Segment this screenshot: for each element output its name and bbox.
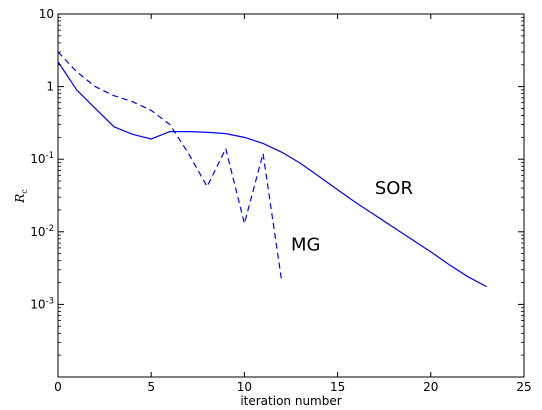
- y-axis-label-subscript: c: [20, 189, 29, 194]
- y-tick-label-3: 10-2: [30, 224, 54, 239]
- y-tick-label-1: 1: [46, 80, 54, 94]
- series-layer: [57, 51, 488, 288]
- y-axis-label-main: R: [13, 194, 27, 204]
- x-axis-label: iteration number: [240, 394, 341, 408]
- x-tick-label-5: 25: [516, 380, 531, 394]
- x-tick-label-3: 15: [330, 380, 345, 394]
- x-tick-label-1: 5: [147, 380, 155, 394]
- annotation-sor: SOR: [375, 178, 413, 199]
- y-tick-label-4: 10-3: [30, 296, 54, 311]
- y-axis-label-group: Rc: [13, 189, 29, 204]
- y-axis-label: Rc: [13, 189, 29, 204]
- annotation-mg: MG: [291, 235, 320, 256]
- plot-frame: [57, 13, 525, 378]
- series-line-sor: [57, 61, 488, 288]
- x-tick-label-2: 10: [237, 380, 252, 394]
- x-tick-label-0: 0: [54, 380, 62, 394]
- ticks-layer: 0 5 10 15 20 25 10 1 10-1 10-2 10-3: [30, 7, 531, 394]
- series-line-mg: [57, 51, 283, 282]
- x-tick-label-4: 20: [423, 380, 438, 394]
- annotation-layer: SOR MG: [291, 178, 413, 255]
- y-tick-label-0: 10: [39, 7, 54, 21]
- y-tick-label-2: 10-1: [30, 151, 54, 166]
